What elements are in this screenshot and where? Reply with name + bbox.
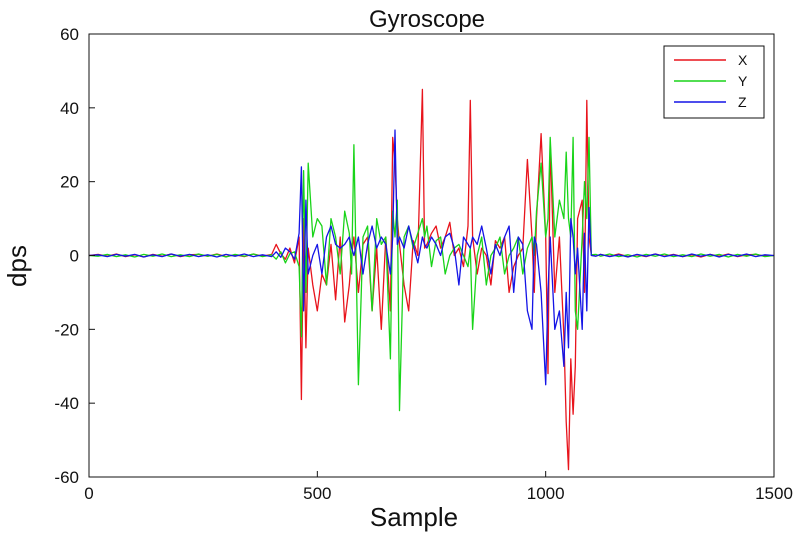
- series-line-x: [88, 88, 775, 471]
- series-line-z: [88, 129, 775, 386]
- y-tick-label: -40: [54, 394, 79, 413]
- legend-box: [663, 45, 765, 119]
- y-tick-label: 0: [70, 247, 79, 266]
- y-axis-label: dps: [2, 245, 32, 287]
- y-tick-label: 40: [60, 99, 79, 118]
- ticks-layer: 0 500 1000 1500 -60 -40 -20 0 20 40 60: [54, 25, 792, 503]
- x-tick-label: 1500: [755, 484, 793, 503]
- x-tick-label: 500: [303, 484, 331, 503]
- x-tick-label: 0: [84, 484, 93, 503]
- y-tick-label: -20: [54, 320, 79, 339]
- chart-title: Gyroscope: [369, 6, 485, 33]
- legend: XYZ: [663, 45, 765, 119]
- x-axis-label: Sample: [370, 502, 458, 532]
- y-tick-label: 60: [60, 25, 79, 44]
- y-tick-label: 20: [60, 173, 79, 192]
- series-line-y: [88, 136, 775, 412]
- legend-label-z: Z: [738, 94, 747, 110]
- x-tick-label: 1000: [527, 484, 565, 503]
- legend-label-x: X: [738, 52, 748, 68]
- series-layer: [88, 88, 775, 471]
- legend-label-y: Y: [738, 73, 748, 89]
- y-tick-label: -60: [54, 468, 79, 487]
